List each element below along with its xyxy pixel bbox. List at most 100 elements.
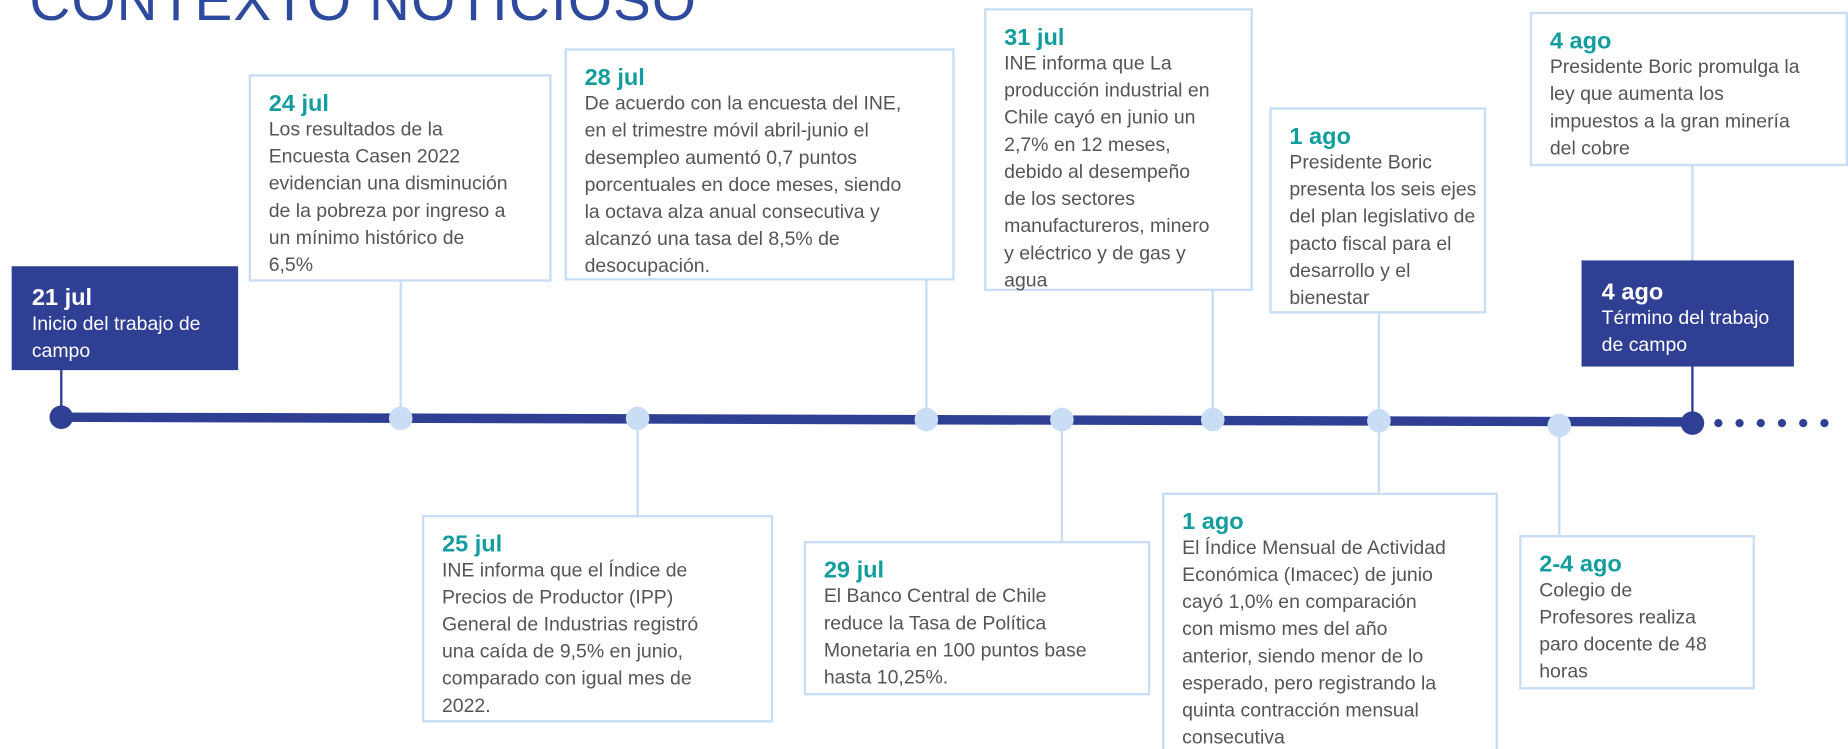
continuation-dot bbox=[1777, 418, 1787, 428]
continuation-dot bbox=[1714, 418, 1723, 428]
event-text: debido al desempeño bbox=[1004, 161, 1191, 183]
event-text: en el trimestre móvil abril-junio el bbox=[584, 120, 869, 142]
event-text: paro docente de 48 bbox=[1539, 634, 1707, 656]
event-text: Monetaria en 100 puntos base bbox=[823, 639, 1087, 662]
event-text: Encuesta Casen 2022 bbox=[268, 146, 461, 168]
event-text: El Banco Central de Chile bbox=[823, 585, 1047, 607]
event-text: Los resultados de la bbox=[268, 119, 443, 141]
event-text: de la pobreza por ingreso a bbox=[268, 200, 506, 222]
continuation-dot bbox=[1756, 418, 1765, 428]
event-date: 25 jul bbox=[441, 531, 503, 558]
event-text: INE informa que el Índice de bbox=[441, 559, 688, 582]
event-text: del plan legislativo de bbox=[1289, 206, 1476, 228]
event-date: 28 jul bbox=[584, 64, 645, 91]
event-text: y eléctrico y de gas y bbox=[1004, 242, 1186, 264]
event-card: 1 ago El Índice Mensual de Actividad Econó… bbox=[1162, 492, 1498, 749]
event-dot bbox=[1050, 407, 1074, 432]
event-text: porcentuales en doce meses, siendo bbox=[584, 174, 902, 196]
event-text: quinta contracción mensual bbox=[1182, 700, 1419, 722]
event-text: producción industrial en bbox=[1004, 80, 1210, 102]
event-date: 29 jul bbox=[823, 557, 885, 584]
event-text: pacto fiscal para el bbox=[1289, 233, 1452, 255]
event-dot bbox=[1547, 413, 1572, 438]
event-card: 24 jul Los resultados de la Encuesta Casen… bbox=[248, 74, 552, 282]
event-date: 4 ago bbox=[1549, 28, 1612, 55]
event-text: consecutiva bbox=[1182, 727, 1285, 749]
event-text: de campo bbox=[1601, 334, 1688, 356]
event-text: campo bbox=[31, 340, 91, 362]
event-date: 2-4 ago bbox=[1539, 551, 1622, 578]
event-text: 6,5% bbox=[268, 254, 314, 276]
event-text: esperado, pero registrando la bbox=[1182, 672, 1437, 695]
event-card: 1 ago Presidente Boric presenta los seis e… bbox=[1269, 107, 1487, 314]
event-text: 2022. bbox=[441, 695, 491, 717]
start-dot bbox=[49, 405, 74, 429]
event-text: un mínimo histórico de bbox=[268, 227, 465, 249]
event-dot bbox=[1367, 408, 1391, 433]
event-card: 31 jul INE informa que La producción indus… bbox=[984, 8, 1253, 291]
event-text: Profesores realiza bbox=[1539, 606, 1696, 629]
event-text: hasta 10,25%. bbox=[823, 667, 949, 689]
title: CONTEXTO NOTICIOSO bbox=[29, 0, 698, 33]
event-dot bbox=[1200, 407, 1225, 432]
event-card: 25 jul INE informa que el Índice de Precio… bbox=[421, 515, 774, 723]
event-text: bienestar bbox=[1289, 287, 1370, 309]
event-date: 24 jul bbox=[268, 90, 329, 117]
event-date: 31 jul bbox=[1004, 24, 1065, 51]
event-text: cayó 1,0% en comparación bbox=[1182, 591, 1417, 613]
event-text: la octava alza anual consecutiva y bbox=[584, 201, 880, 223]
end-dots bbox=[49, 405, 1829, 435]
event-text: Precios de Productor (IPP) bbox=[441, 586, 674, 609]
event-text: Económica (Imacec) de junio bbox=[1182, 564, 1433, 586]
event-text: del cobre bbox=[1549, 137, 1630, 160]
event-text: ley que aumenta los bbox=[1549, 83, 1724, 105]
end-dot bbox=[1680, 411, 1705, 435]
event-dot bbox=[388, 406, 413, 431]
event-card: 28 jul De acuerdo con la encuesta del INE… bbox=[564, 48, 955, 281]
event-text: con mismo mes del año bbox=[1182, 618, 1388, 640]
event-text: alcanzó una tasa del 8,5% de bbox=[584, 228, 840, 250]
event-dots bbox=[388, 406, 1572, 438]
event-text: desocupación. bbox=[584, 255, 710, 277]
event-text: De acuerdo con la encuesta del INE, bbox=[584, 93, 902, 115]
event-text: impuestos a la gran minería bbox=[1549, 110, 1790, 132]
event-text: reduce la Tasa de Política bbox=[823, 612, 1047, 635]
event-text: Chile cayó en junio un bbox=[1004, 107, 1196, 129]
event-date: 1 ago bbox=[1182, 509, 1244, 536]
event-text: comparado con igual mes de bbox=[441, 668, 692, 690]
event-date: 4 ago bbox=[1601, 279, 1664, 306]
event-text: 2,7% en 12 meses, bbox=[1004, 134, 1171, 156]
event-dot bbox=[914, 407, 939, 432]
continuation-dot bbox=[1820, 418, 1829, 428]
event-text: presenta los seis ejes bbox=[1289, 179, 1477, 201]
continuation-dot bbox=[1735, 418, 1744, 428]
event-text: desempleo aumentó 0,7 puntos bbox=[584, 147, 858, 169]
event-text: horas bbox=[1539, 661, 1588, 683]
event-card: 21 jul Inicio del trabajo de campo bbox=[11, 266, 239, 371]
event-text: Término del trabajo bbox=[1601, 307, 1770, 329]
event-text: una caída de 9,5% en junio, bbox=[441, 641, 684, 663]
event-text: Presidente Boric promulga la bbox=[1549, 56, 1800, 78]
event-text: manufactureros, minero bbox=[1004, 215, 1210, 237]
event-card: 4 ago Presidente Boric promulga la ley que… bbox=[1529, 11, 1848, 167]
event-text: evidencian una disminución bbox=[268, 173, 508, 195]
event-date: 1 ago bbox=[1289, 123, 1351, 150]
event-card: 29 jul El Banco Central de Chile reduce la… bbox=[803, 540, 1151, 696]
axis-line bbox=[61, 412, 1693, 427]
event-text: anterior, siendo menor de lo bbox=[1182, 645, 1424, 668]
event-text: INE informa que La bbox=[1004, 53, 1172, 75]
event-dot bbox=[625, 406, 650, 431]
event-text: desarrollo y el bbox=[1289, 260, 1411, 282]
event-text: Inicio del trabajo de bbox=[31, 313, 201, 335]
event-text: General de Industrias registró bbox=[441, 614, 699, 636]
continuation-dot bbox=[1799, 418, 1808, 428]
event-card: 2-4 ago Colegio de Profesores realiza paro … bbox=[1519, 535, 1755, 690]
event-text: agua bbox=[1004, 269, 1048, 292]
event-text: Presidente Boric bbox=[1289, 152, 1433, 174]
event-text: El Índice Mensual de Actividad bbox=[1182, 537, 1446, 559]
event-date: 21 jul bbox=[31, 285, 93, 312]
event-card: 4 ago Término del trabajo de campo bbox=[1581, 260, 1794, 367]
